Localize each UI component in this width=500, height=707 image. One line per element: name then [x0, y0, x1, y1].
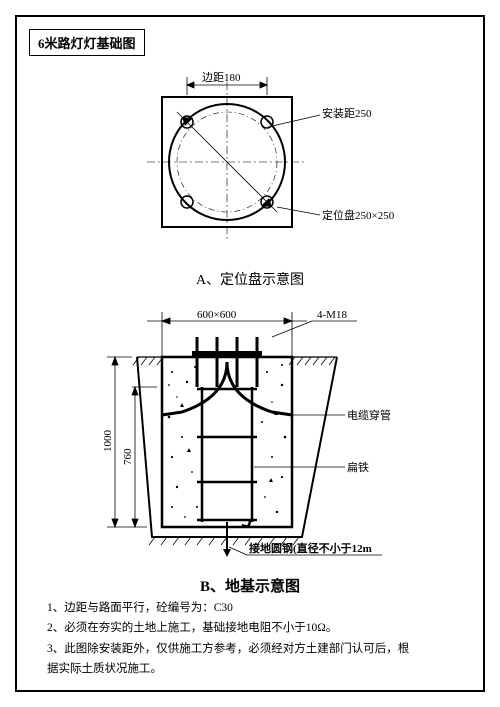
edge-distance-label: 边距180 [202, 71, 241, 84]
figure-a-positioning-plate: 边距180 安装距250 [102, 67, 402, 267]
note-line: 据实际土质状况施工。 [47, 660, 463, 678]
figure-b-caption: B、地基示意图 [17, 575, 483, 596]
depth-1000-label: 1000 [102, 430, 114, 453]
cable-pipe-label: 电缆穿管 [347, 408, 391, 422]
flat-iron-label: 扁铁 [347, 461, 369, 474]
note-line: 2、必须在夯实的土地上施工，基础接地电阻不小于10Ω。 [47, 619, 463, 637]
drawing-title: 6米路灯灯基础图 [29, 29, 145, 56]
construction-notes: 1、边距与路面平行，砼编号为：C30 2、必须在夯实的土地上施工，基础接地电阻不… [47, 599, 463, 681]
note-line: 3、此图除安装距外，仅供施工方参考，必须经对方土建部门认可后，根 [47, 640, 463, 658]
bolt-hole [181, 196, 193, 208]
ground-steel-label: 接地圆钢(直径不小于12m [249, 541, 372, 555]
concrete-block [162, 357, 292, 527]
install-distance-label: 安装距250 [322, 106, 372, 120]
drawing-frame: 6米路灯灯基础图 边距180 [15, 15, 485, 692]
plate-size-label: 定位盘250×250 [322, 208, 395, 222]
figure-a-caption: A、定位盘示意图 [17, 269, 483, 289]
note-line: 1、边距与路面平行，砼编号为：C30 [47, 599, 463, 617]
depth-760-label: 760 [122, 448, 134, 465]
bolt-spec-label: 4-M18 [317, 309, 347, 321]
foundation-width-label: 600×600 [197, 309, 237, 321]
figure-b-foundation: 600×600 4-M18 [77, 307, 427, 567]
